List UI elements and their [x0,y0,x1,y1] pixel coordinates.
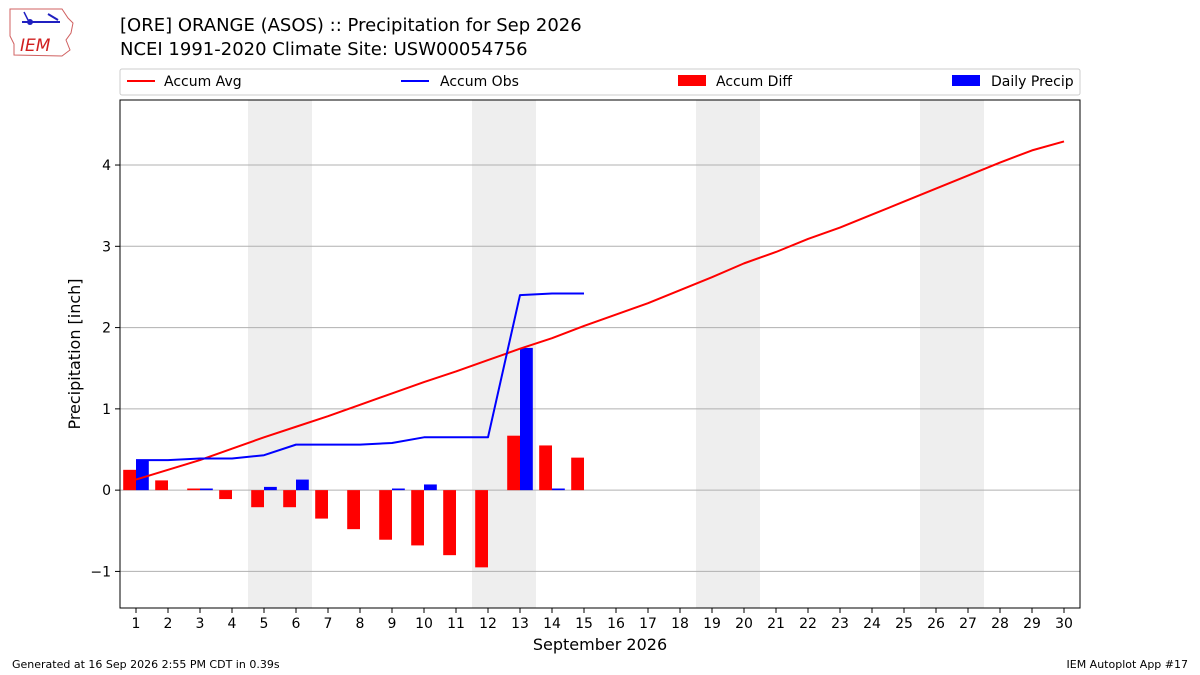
ytick-label--1: −1 [90,564,111,580]
bar-accum-diff-4 [219,490,232,500]
xtick-label-18: 18 [671,616,689,632]
xtick-label-23: 23 [831,616,849,632]
xtick-label-13: 13 [511,616,529,632]
legend: Accum Avg Accum Obs Accum Diff Daily Pre… [119,68,1081,96]
weekend-band-19 [696,100,728,608]
weekend-shading [248,100,984,608]
bar-accum-diff-8 [347,490,360,530]
logo-text: IEM [20,36,51,56]
bar-accum-diff-15 [571,457,584,491]
iem-logo: IEM [9,8,74,57]
ytick-label-2: 2 [102,321,111,337]
footer-generated: Generated at 16 Sep 2026 2:55 PM CDT in … [12,658,280,671]
xtick-label-24: 24 [863,616,881,632]
plot-frame [119,99,1081,609]
bar-accum-diff-14 [539,445,552,491]
xtick-label-20: 20 [735,616,753,632]
bar-accum-diff-11 [443,490,456,556]
weekend-band-6 [280,100,312,608]
ytick-label-4: 4 [102,158,111,174]
xtick-label-3: 3 [196,616,205,632]
weekend-band-5 [248,100,280,608]
xtick-label-26: 26 [927,616,945,632]
weekend-band-26 [920,100,952,608]
legend-label-accum-obs: Accum Obs [440,74,519,90]
xtick-label-14: 14 [543,616,561,632]
bar-daily-precip-9 [392,488,405,491]
bar-accum-diff-2 [155,480,168,491]
bar-accum-diff-10 [411,490,424,546]
xtick-label-15: 15 [575,616,593,632]
chart-title: [ORE] ORANGE (ASOS) :: Precipitation for… [120,15,582,36]
y-gridlines [120,164,1080,572]
xtick-label-9: 9 [388,616,397,632]
bar-accum-diff-5 [251,490,264,508]
xtick-label-5: 5 [260,616,269,632]
bar-accum-diff-3 [187,488,200,491]
legend-label-accum-avg: Accum Avg [164,74,242,90]
lines [135,140,1065,481]
bar-daily-precip-3 [200,488,213,491]
bar-daily-precip-14 [552,488,565,491]
xtick-label-25: 25 [895,616,913,632]
bar-daily-precip-6 [296,479,309,491]
xtick-label-10: 10 [415,616,433,632]
xtick-label-12: 12 [479,616,497,632]
bar-accum-diff-6 [283,490,296,508]
bar-accum-diff-7 [315,490,328,519]
ytick-label-3: 3 [102,239,111,255]
xtick-label-4: 4 [228,616,237,632]
weekend-band-27 [952,100,984,608]
xtick-label-22: 22 [799,616,817,632]
bar-accum-diff-9 [379,490,392,540]
xtick-label-17: 17 [639,616,657,632]
bars [123,347,584,568]
x-axis-label: September 2026 [533,635,667,654]
footer-app: IEM Autoplot App #17 [1067,658,1189,671]
xtick-label-2: 2 [164,616,173,632]
legend-swatch-accum-diff [678,75,706,86]
bar-accum-diff-13 [507,435,520,491]
ytick-label-1: 1 [102,402,111,418]
xtick-label-7: 7 [324,616,333,632]
xtick-label-1: 1 [132,616,141,632]
bar-daily-precip-1 [136,460,149,491]
x-axis-ticks: 1 2 3 4 5 6 7 8 9 10 11 12 13 14 15 16 17 18 19 20 21 22 23 24 2… [132,608,1073,632]
chart-subtitle: NCEI 1991-2020 Climate Site: USW00054756 [120,39,528,60]
xtick-label-11: 11 [447,616,465,632]
legend-label-daily-precip: Daily Precip [991,74,1074,90]
bar-daily-precip-13 [520,347,533,491]
xtick-label-30: 30 [1055,616,1073,632]
legend-label-accum-diff: Accum Diff [716,74,792,90]
weekend-band-20 [728,100,760,608]
xtick-label-16: 16 [607,616,625,632]
xtick-label-21: 21 [767,616,785,632]
bar-accum-diff-12 [475,490,488,568]
bar-daily-precip-10 [424,484,437,491]
xtick-label-29: 29 [1023,616,1041,632]
bar-daily-precip-5 [264,486,277,491]
xtick-label-19: 19 [703,616,721,632]
legend-swatch-daily-precip [952,75,980,86]
y-axis-label: Precipitation [inch] [65,278,84,429]
xtick-label-8: 8 [356,616,365,632]
line-accum-obs [136,292,584,462]
xtick-label-6: 6 [292,616,301,632]
line-accum-avg [135,140,1065,481]
bar-accum-diff-1 [123,469,136,491]
ytick-label-0: 0 [102,483,111,499]
xtick-label-27: 27 [959,616,977,632]
y-axis-ticks: −1 0 1 2 3 4 [90,158,120,580]
xtick-label-28: 28 [991,616,1009,632]
